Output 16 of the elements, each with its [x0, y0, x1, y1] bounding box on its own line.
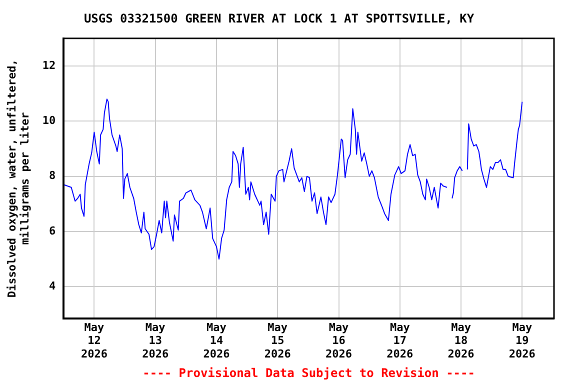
y-tick-label: 12 — [42, 58, 56, 72]
x-tick-label: May 13 2026 — [142, 320, 169, 360]
x-tick-label: May 12 2026 — [80, 320, 108, 360]
y-tick-label: 8 — [49, 169, 56, 182]
y-tick-label: 6 — [49, 224, 56, 238]
x-tick-label: May 14 2026 — [203, 320, 230, 360]
text: ---- Provisional Data Subject to Revision ---- — [142, 366, 475, 380]
y-tick-label: 4 — [49, 280, 56, 293]
x-tick-label: May 17 2026 — [386, 320, 414, 360]
x-tick-label: May 18 2026 — [448, 320, 475, 360]
chart-title: USGS 03321500 GREEN RIVER AT LOCK 1 AT SPOTTSVILLE, KY — [84, 11, 475, 26]
x-tick-label: May 16 2026 — [326, 320, 352, 360]
x-tick-label: May 15 2026 — [264, 320, 292, 360]
x-tick-label: May 19 2026 — [508, 320, 536, 360]
y-tick-label: 10 — [42, 114, 56, 128]
y-axis-title: Dissolved oxygen, water, unfiltered, milligrams per liter — [5, 59, 32, 298]
